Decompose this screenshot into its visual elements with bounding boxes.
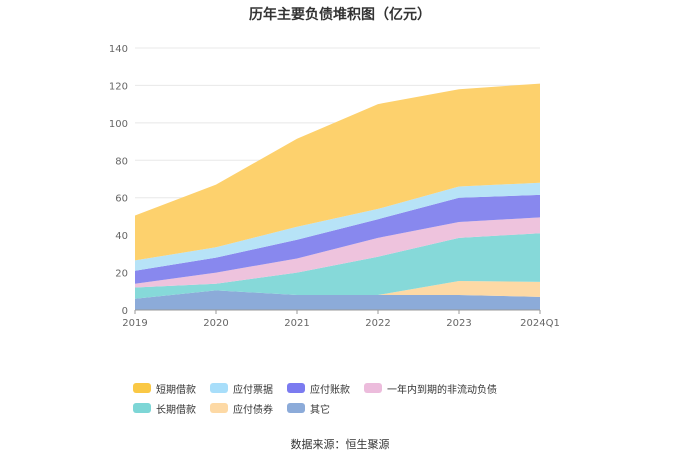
legend-label: 短期借款 <box>156 384 196 396</box>
legend-label: 应付债券 <box>233 404 273 416</box>
area-series <box>135 281 540 299</box>
legend-label: 其它 <box>310 404 330 416</box>
y-tick-label: 80 <box>115 156 128 167</box>
x-tick-label: 2021 <box>284 318 309 329</box>
legend: 短期借款 应付票据 应付账款 一年内到期的非流动负债长期借款 应付债券 其它 <box>133 378 573 418</box>
legend-swatch <box>287 403 305 413</box>
legend-item[interactable]: 应付票据 <box>210 378 273 398</box>
chart-title: 历年主要负债堆积图（亿元） <box>249 7 431 23</box>
y-tick-label: 0 <box>122 306 128 317</box>
area-series <box>135 290 540 310</box>
legend-item[interactable]: 应付账款 <box>287 378 350 398</box>
legend-swatch <box>210 383 228 393</box>
y-tick-label: 120 <box>109 81 128 92</box>
legend-label: 长期借款 <box>156 404 196 416</box>
legend-swatch <box>287 383 305 393</box>
x-tick-label: 2022 <box>365 318 390 329</box>
area-series <box>135 233 540 299</box>
y-tick-label: 60 <box>115 194 128 205</box>
area-series <box>135 83 540 261</box>
area-series <box>135 217 540 288</box>
legend-label: 一年内到期的非流动负债 <box>387 384 497 396</box>
area-series <box>135 194 540 284</box>
data-source: 数据来源：恒生聚源 <box>290 438 390 451</box>
legend-item[interactable]: 应付债券 <box>210 398 273 418</box>
legend-label: 应付票据 <box>233 384 273 396</box>
legend-swatch <box>133 403 151 413</box>
y-tick-label: 100 <box>109 119 128 130</box>
x-tick-label: 2023 <box>446 318 471 329</box>
legend-label: 应付账款 <box>310 384 350 396</box>
x-tick-label: 2020 <box>203 318 228 329</box>
y-tick-label: 40 <box>115 231 128 242</box>
y-tick-label: 140 <box>109 44 128 55</box>
legend-swatch <box>210 403 228 413</box>
area-series <box>135 182 540 271</box>
legend-item[interactable]: 短期借款 <box>133 378 196 398</box>
legend-item[interactable]: 长期借款 <box>133 398 196 418</box>
legend-swatch <box>364 383 382 393</box>
legend-item[interactable]: 一年内到期的非流动负债 <box>364 378 497 398</box>
y-tick-label: 20 <box>115 269 128 280</box>
legend-swatch <box>133 383 151 393</box>
x-tick-label: 2019 <box>122 318 147 329</box>
legend-item[interactable]: 其它 <box>287 398 330 418</box>
x-tick-label: 2024Q1 <box>520 318 560 329</box>
